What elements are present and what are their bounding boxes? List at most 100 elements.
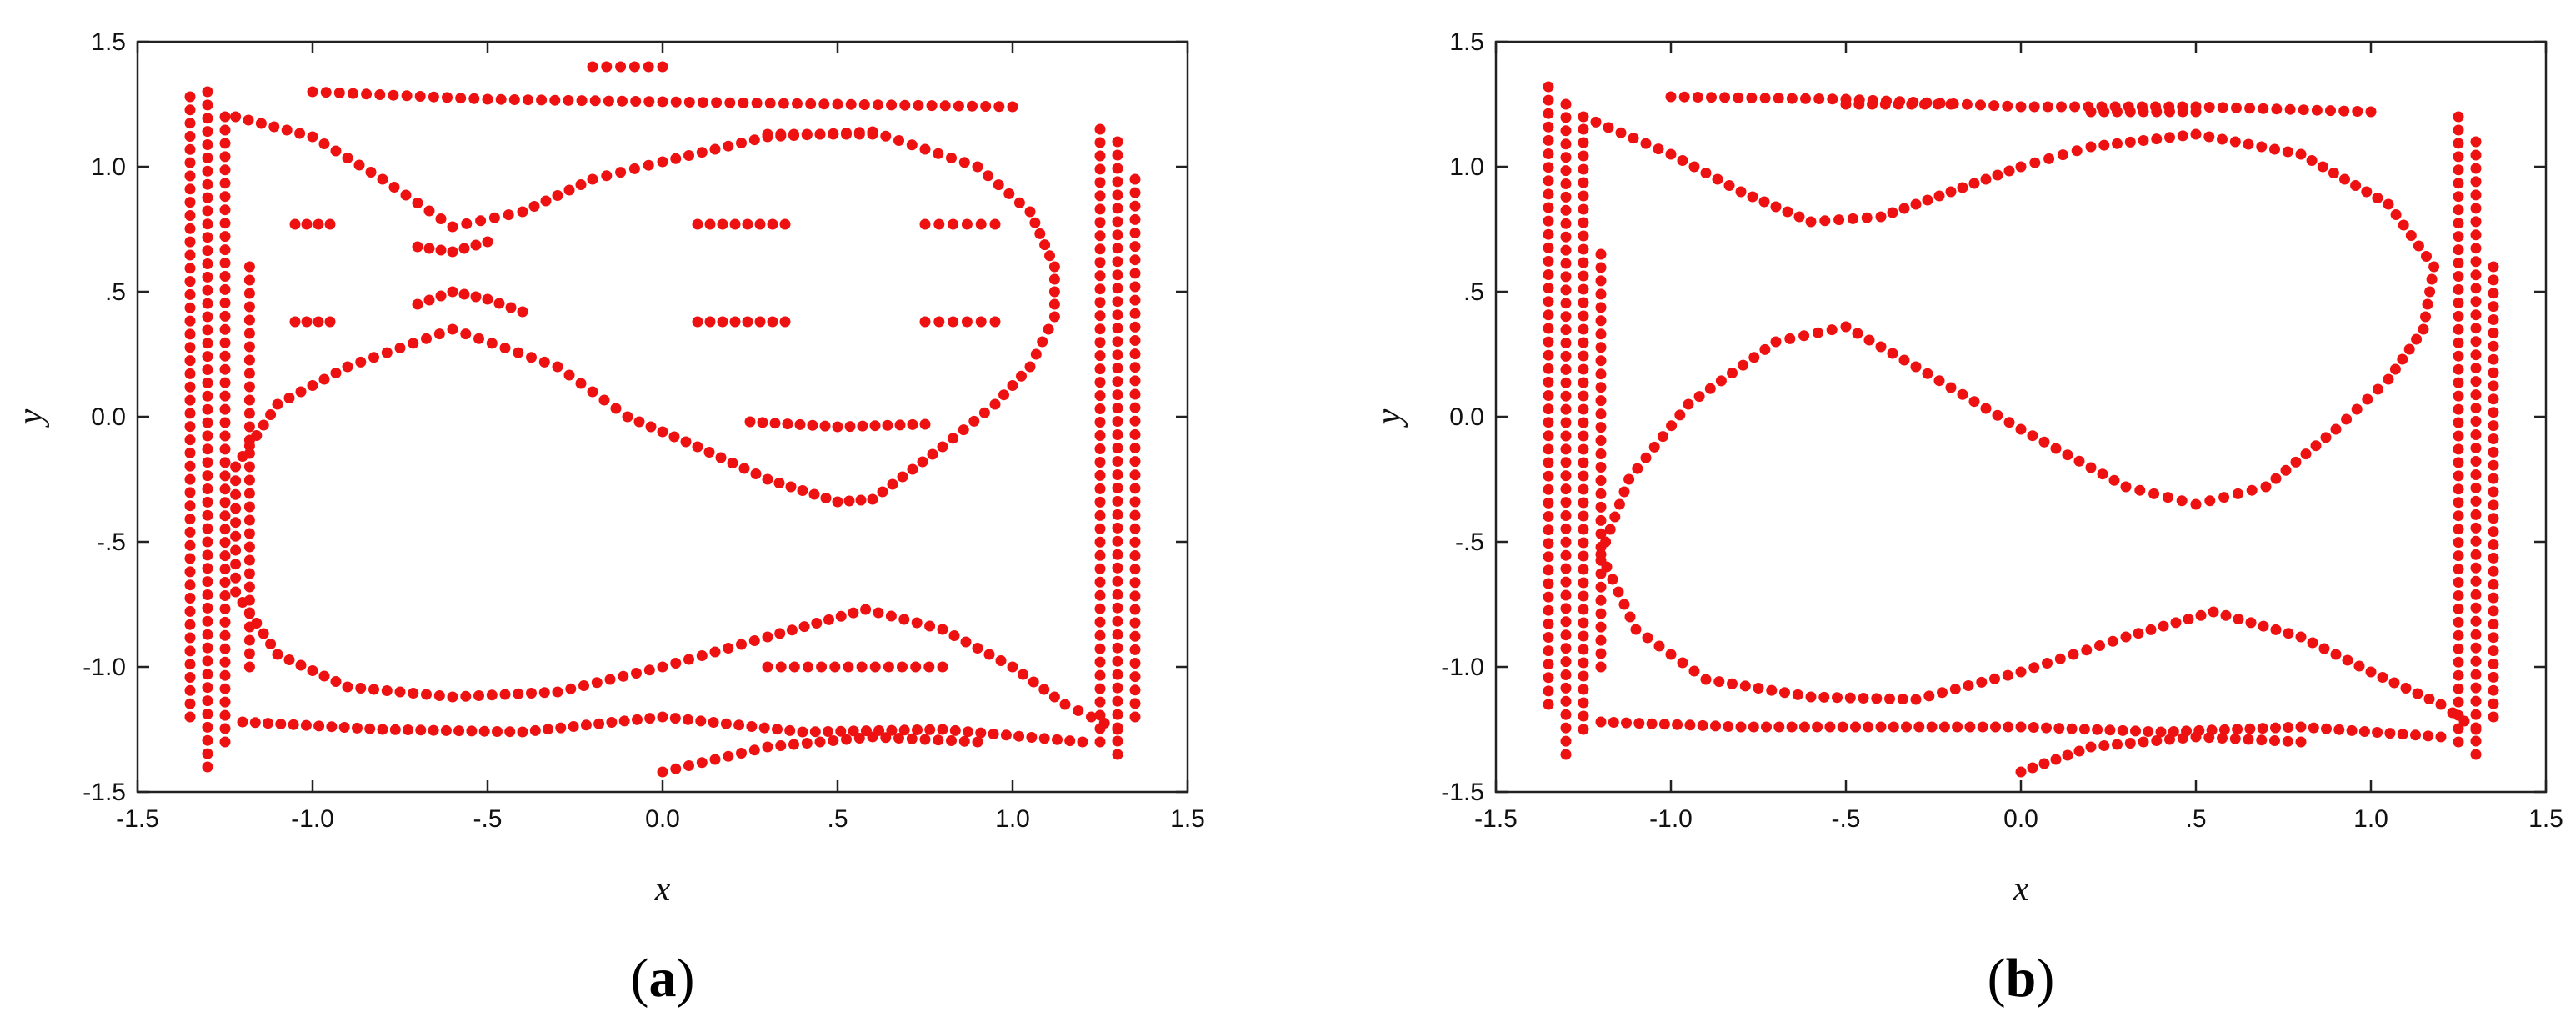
scatter-point	[1665, 649, 1677, 660]
scatter-point	[1595, 408, 1607, 420]
x-tick-label: -1.0	[1649, 805, 1693, 833]
scatter-point	[2435, 731, 2447, 743]
scatter-point	[184, 645, 196, 657]
scatter-point	[1560, 470, 1572, 482]
scatter-point	[1595, 541, 1607, 553]
scatter-point	[202, 589, 213, 600]
scatter-point	[1112, 655, 1123, 667]
scatter-point	[202, 218, 213, 230]
scatter-point	[1543, 228, 1554, 240]
scatter-point	[202, 311, 213, 323]
scatter-point	[2148, 488, 2160, 499]
scatter-point	[1112, 163, 1123, 174]
scatter-point	[1578, 537, 1589, 549]
scatter-point	[1922, 194, 1933, 206]
scatter-point	[320, 87, 332, 98]
scatter-point	[711, 97, 723, 108]
scatter-point	[2470, 682, 2482, 694]
scatter-point	[415, 724, 427, 736]
scatter-point	[505, 302, 517, 313]
scatter-point	[202, 549, 213, 561]
scatter-point	[778, 98, 789, 109]
scatter-point	[632, 714, 643, 725]
scatter-point	[2488, 632, 2499, 644]
scatter-point	[1543, 148, 1554, 159]
scatter-point	[202, 563, 213, 574]
scatter-point	[644, 713, 656, 724]
scatter-point	[1094, 589, 1106, 601]
scatter-point	[1824, 721, 1836, 733]
scatter-point	[2028, 101, 2040, 113]
x-tick-label: .5	[827, 805, 848, 833]
scatter-point	[2470, 416, 2482, 427]
scatter-point	[2411, 333, 2423, 345]
scatter-point	[628, 61, 640, 73]
scatter-point	[219, 590, 231, 601]
scatter-point	[1613, 586, 1624, 598]
scatter-point	[408, 688, 419, 699]
scatter-point	[946, 153, 957, 163]
scatter-point	[1560, 549, 1572, 561]
scatter-point	[2133, 628, 2144, 639]
scatter-point	[1738, 359, 1749, 371]
scatter-point	[1723, 721, 1734, 732]
scatter-point	[184, 500, 196, 512]
scatter-point	[1560, 98, 1572, 110]
scatter-point	[736, 639, 747, 650]
scatter-point	[680, 436, 692, 448]
scatter-point	[1094, 163, 1106, 175]
scatter-point	[2124, 136, 2136, 148]
scatter-point	[1543, 390, 1554, 401]
scatter-point	[184, 619, 196, 630]
scatter-point	[2453, 350, 2464, 362]
scatter-point	[1852, 328, 1863, 339]
scatter-point	[2412, 688, 2423, 699]
scatter-point	[428, 724, 439, 736]
scatter-point	[683, 760, 694, 771]
scatter-point	[243, 114, 254, 126]
scatter-point	[219, 297, 231, 308]
scatter-point	[1094, 509, 1106, 521]
scatter-point	[202, 298, 213, 309]
scatter-point	[2085, 106, 2097, 118]
scatter-point	[1578, 350, 1589, 362]
scatter-point	[657, 711, 668, 723]
scatter-point	[785, 481, 797, 493]
scatter-point	[1837, 721, 1848, 733]
scatter-point	[1094, 150, 1106, 162]
scatter-point	[1112, 136, 1123, 148]
scatter-point	[1094, 563, 1106, 574]
scatter-point	[742, 218, 753, 230]
scatter-point	[2488, 446, 2499, 458]
scatter-point	[230, 530, 242, 542]
scatter-point	[219, 204, 231, 216]
scatter-point	[1129, 362, 1141, 373]
scatter-point	[202, 205, 213, 217]
scatter-point	[184, 514, 196, 525]
scatter-point	[184, 605, 196, 617]
scatter-point	[1543, 121, 1554, 133]
scatter-point	[1129, 617, 1141, 629]
x-ticks-b: -1.5 -1.0 -.5 0.0 .5 1.0 1.5	[1474, 42, 2563, 833]
scatter-point	[313, 316, 324, 328]
scatter-point	[2470, 349, 2482, 361]
scatter-point	[1112, 508, 1123, 520]
scatter-point	[219, 643, 231, 654]
scatter-point	[1812, 721, 1823, 733]
scatter-point	[683, 714, 693, 725]
scatter-point	[1949, 684, 1961, 695]
scatter-point	[1578, 577, 1589, 589]
scatter-point	[1112, 376, 1123, 388]
scatter-point	[1648, 441, 1660, 453]
scatter-point	[2488, 526, 2499, 538]
scatter-point	[1578, 684, 1589, 695]
scatter-point	[1560, 643, 1572, 654]
y-tick-label: -1.0	[83, 654, 126, 681]
scatter-point	[184, 566, 196, 578]
scatter-point	[563, 94, 574, 106]
scatter-point	[848, 725, 859, 737]
scatter-point	[265, 409, 277, 420]
scatter-point	[1094, 430, 1106, 441]
scatter-point	[377, 724, 388, 735]
scatter-point	[388, 89, 399, 101]
